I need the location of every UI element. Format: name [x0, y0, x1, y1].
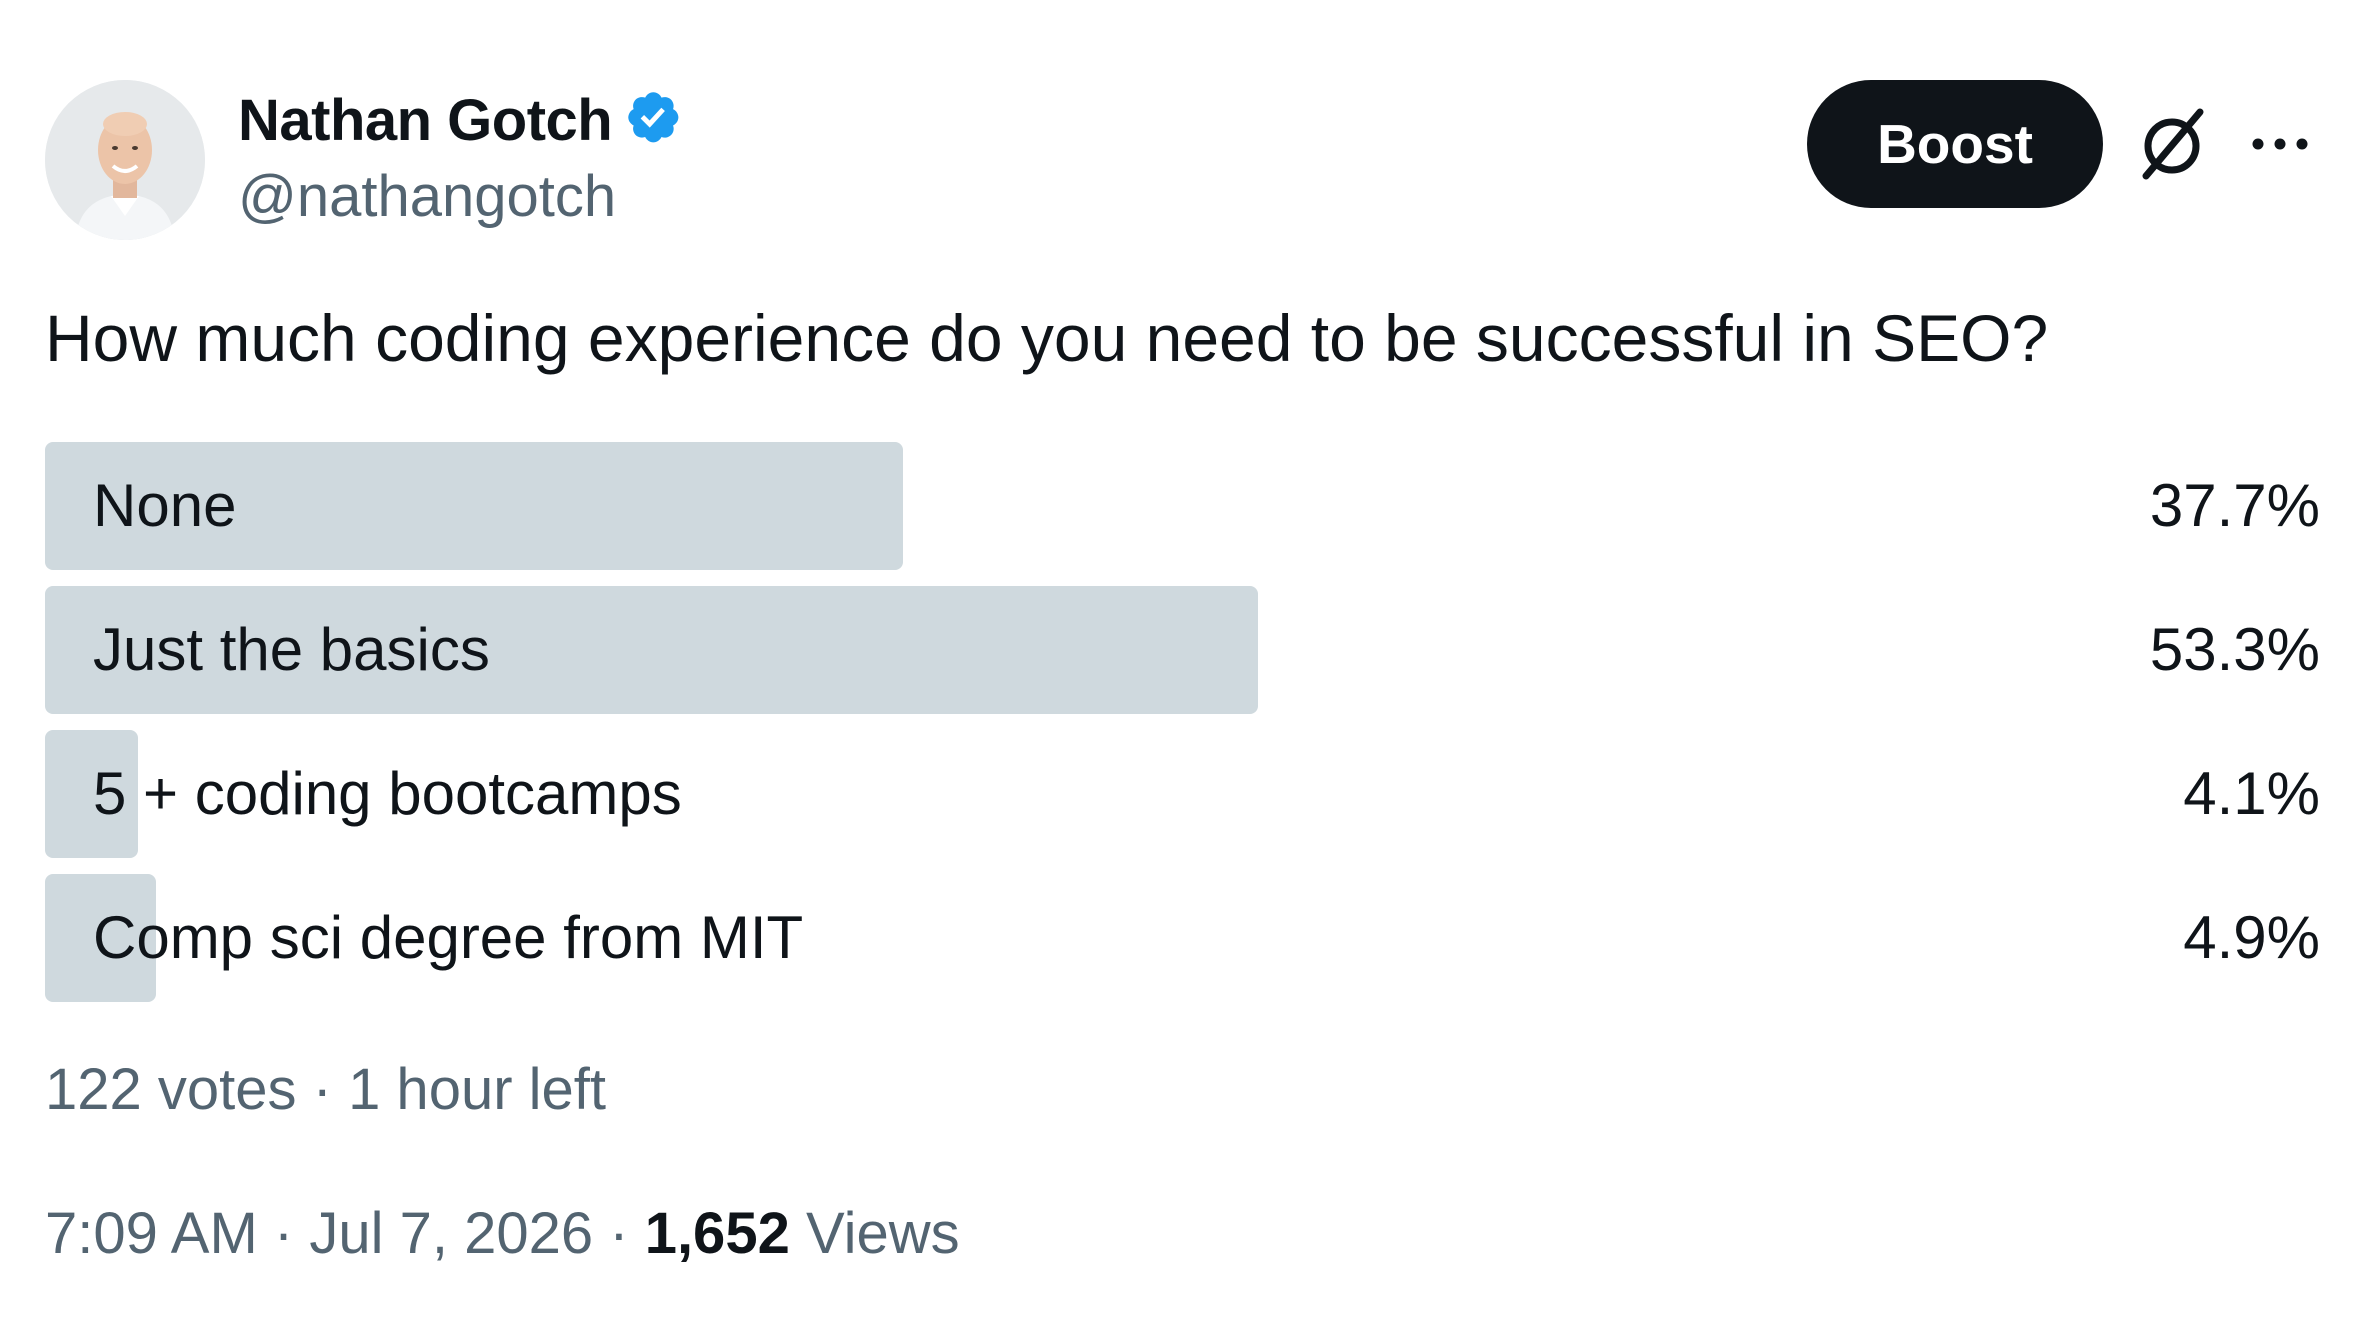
poll-option-percent: 53.3% — [2149, 616, 2320, 683]
separator: · — [257, 1201, 310, 1266]
poll-option-bar — [45, 730, 139, 858]
poll-option: None 37.7% — [45, 442, 2320, 570]
separator: · — [296, 1057, 349, 1122]
poll-meta: 122 votes · 1 hour left — [45, 1056, 606, 1123]
poll-option-percent: 4.9% — [2183, 904, 2320, 971]
poll-option: 5 + coding bootcamps 4.1% — [45, 730, 2320, 858]
avatar[interactable] — [45, 80, 205, 240]
boost-button[interactable]: Boost — [1807, 80, 2103, 208]
post-date[interactable]: Jul 7, 2026 — [309, 1201, 594, 1266]
poll-option-bar — [45, 586, 1258, 714]
poll-votes: 122 votes — [45, 1057, 297, 1122]
poll: None 37.7% Just the basics 53.3% 5 + cod… — [45, 442, 2320, 1018]
poll-option-percent: 37.7% — [2149, 472, 2320, 539]
author-display-name[interactable]: Nathan Gotch — [238, 87, 613, 153]
author-name-row: Nathan Gotch — [238, 84, 688, 156]
post-text: How much coding experience do you need t… — [45, 301, 2049, 375]
verified-badge-icon[interactable] — [624, 88, 688, 152]
grok-icon[interactable] — [2132, 104, 2212, 184]
author-handle[interactable]: @nathangotch — [238, 164, 617, 229]
separator: · — [593, 1201, 645, 1266]
views-label: Views — [805, 1201, 960, 1266]
post-time[interactable]: 7:09 AM — [45, 1201, 258, 1266]
poll-time-left: 1 hour left — [348, 1057, 607, 1122]
more-icon[interactable] — [2248, 120, 2312, 168]
poll-option-bar — [45, 442, 903, 570]
poll-option-label: None — [93, 472, 237, 539]
poll-option-label: Comp sci degree from MIT — [93, 904, 804, 971]
post-timestamp: 7:09 AM · Jul 7, 2026 · 1,652 Views — [45, 1200, 960, 1267]
poll-option-label: Just the basics — [93, 616, 490, 683]
poll-option-label: 5 + coding bootcamps — [93, 760, 682, 827]
views-count: 1,652 — [644, 1201, 790, 1266]
poll-option: Just the basics 53.3% — [45, 586, 2320, 714]
poll-option-bar — [45, 874, 157, 1002]
poll-option-percent: 4.1% — [2183, 760, 2320, 827]
avatar-image — [45, 80, 205, 240]
poll-option: Comp sci degree from MIT 4.9% — [45, 874, 2320, 1002]
